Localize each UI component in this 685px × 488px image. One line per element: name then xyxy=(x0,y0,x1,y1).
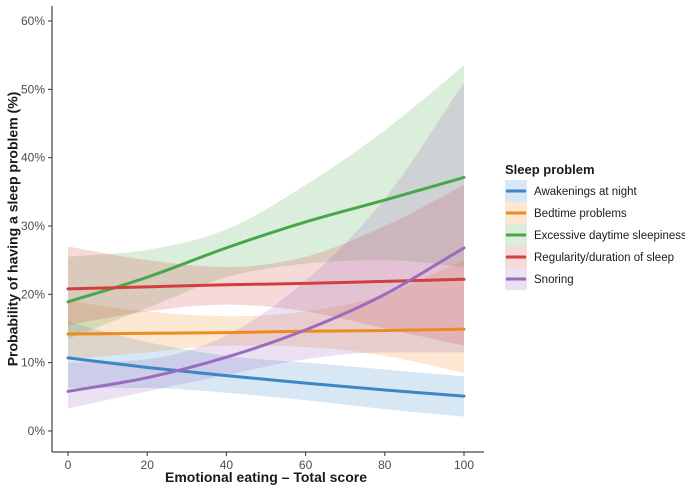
legend-label: Excessive daytime sleepiness xyxy=(534,230,685,242)
legend-label: Awakenings at night xyxy=(534,186,638,198)
y-tick-label: 30% xyxy=(21,219,45,233)
legend-item-2: Excessive daytime sleepiness xyxy=(505,224,685,246)
legend-label: Regularity/duration of sleep xyxy=(534,252,674,264)
x-axis-title: Emotional eating – Total score xyxy=(165,469,367,485)
x-axis-ticks: 0 20 40 60 80 100 xyxy=(65,452,474,472)
x-tick-label: 0 xyxy=(65,458,72,472)
x-tick-label: 60 xyxy=(299,458,313,472)
x-tick-label: 100 xyxy=(454,458,474,472)
series-line-2 xyxy=(66,175,466,304)
y-axis-title: Probability of having a sleep problem (%… xyxy=(5,92,21,367)
x-tick-label: 20 xyxy=(141,458,155,472)
series-line-3 xyxy=(66,277,466,291)
confidence-band-4 xyxy=(68,82,464,409)
series-line-1 xyxy=(66,327,466,336)
legend-items: Awakenings at night Bedtime problems Exces… xyxy=(505,180,685,290)
legend-item-3: Regularity/duration of sleep xyxy=(505,246,674,268)
legend: Sleep problem Awakenings at night Bedtime… xyxy=(505,162,685,290)
legend-item-0: Awakenings at night xyxy=(505,180,638,202)
y-tick-label: 10% xyxy=(21,356,45,370)
y-tick-label: 20% xyxy=(21,287,45,301)
legend-title: Sleep problem xyxy=(505,162,595,177)
y-tick-label: 60% xyxy=(21,14,45,28)
legend-label: Snoring xyxy=(534,274,574,286)
legend-item-4: Snoring xyxy=(505,268,574,290)
series-line-0 xyxy=(66,356,466,398)
series-lines xyxy=(66,175,466,398)
x-tick-label: 40 xyxy=(220,458,234,472)
confidence-band-0 xyxy=(68,321,464,417)
y-tick-label: 0% xyxy=(28,424,46,438)
series-line-4 xyxy=(66,246,466,393)
y-tick-label: 50% xyxy=(21,82,45,96)
axes: 0% 10% 20% 30% 40% 50% 60% 0 20 40 60 80 100 xyxy=(21,6,484,472)
confidence-band-1 xyxy=(68,260,464,373)
y-axis-ticks: 0% 10% 20% 30% 40% 50% 60% xyxy=(21,14,52,438)
y-tick-label: 40% xyxy=(21,151,45,165)
legend-item-1: Bedtime problems xyxy=(505,202,627,224)
x-tick-label: 80 xyxy=(378,458,392,472)
legend-label: Bedtime problems xyxy=(534,208,627,220)
